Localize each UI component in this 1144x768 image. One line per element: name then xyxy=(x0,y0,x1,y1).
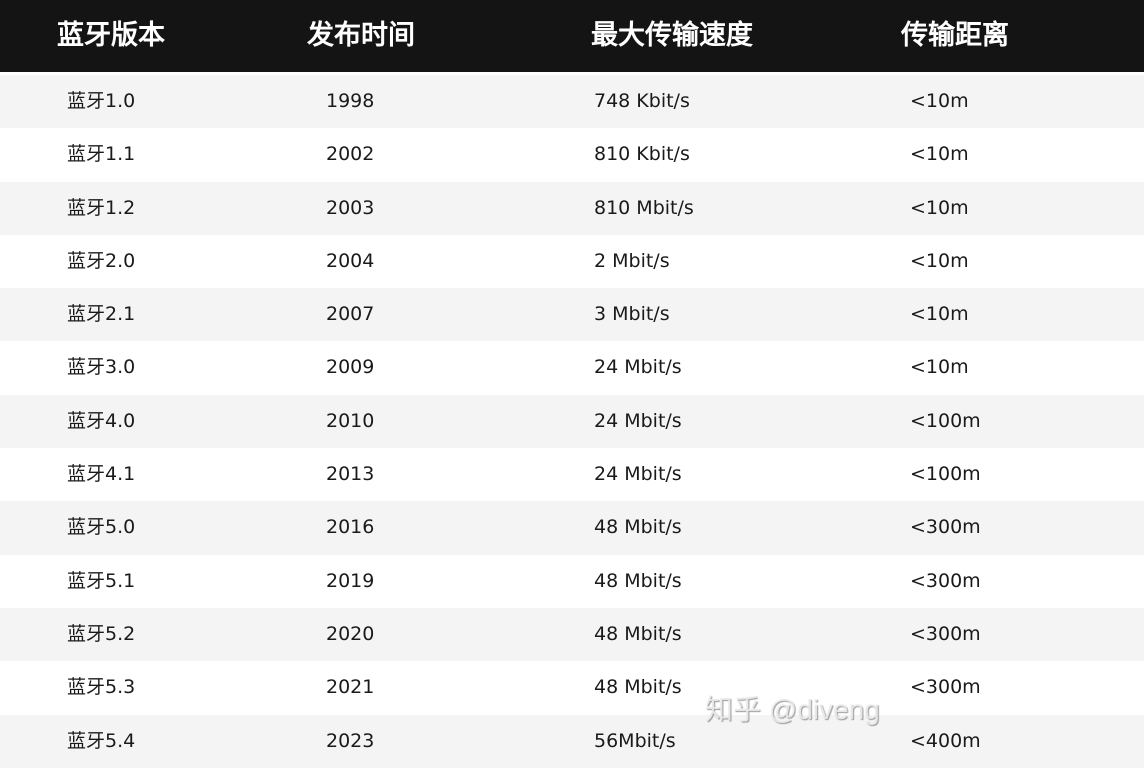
distance-cell: <100m xyxy=(910,463,981,486)
distance-cell: <10m xyxy=(910,196,969,219)
distance-cell: <100m xyxy=(910,409,981,432)
distance-cell: <10m xyxy=(910,303,969,326)
distance-cell: <300m xyxy=(910,622,981,645)
watermark: 知乎 @diveng xyxy=(705,694,880,725)
max-speed-cell: 24 Mbit/s xyxy=(594,463,682,486)
table-body: 蓝牙1.0 1998 748 Kbit/s <10m 蓝牙1.1 2002 810 Kbit… xyxy=(0,75,1144,768)
distance-cell: <400m xyxy=(910,729,981,752)
table-row: 蓝牙5.0 2016 48 Mbit/s <300m xyxy=(0,501,1144,555)
max-speed-cell: 810 Mbit/s xyxy=(594,196,694,219)
table-row: 蓝牙4.0 2010 24 Mbit/s <100m xyxy=(0,394,1144,449)
max-speed-cell: 48 Mbit/s xyxy=(594,622,682,645)
distance-cell: <300m xyxy=(910,676,981,699)
max-speed-cell: 748 Kbit/s xyxy=(594,90,690,112)
version-cell: 蓝牙5.2 xyxy=(67,622,136,645)
release-date-cell: 2013 xyxy=(326,463,375,486)
max-speed-cell: 48 Mbit/s xyxy=(594,516,682,539)
max-speed-cell: 24 Mbit/s xyxy=(594,409,682,432)
table-row: 蓝牙1.0 1998 748 Kbit/s <10m xyxy=(0,75,1144,129)
version-cell: 蓝牙4.0 xyxy=(67,409,136,432)
max-speed-cell: 2 Mbit/s xyxy=(594,249,670,272)
distance-cell: <10m xyxy=(910,90,969,112)
version-cell: 蓝牙3.0 xyxy=(67,356,136,379)
header-release-date: 发布时间 xyxy=(307,20,415,51)
version-cell: 蓝牙1.2 xyxy=(67,196,136,219)
table-row: 蓝牙1.2 2003 810 Mbit/s <10m xyxy=(0,181,1144,235)
distance-cell: <10m xyxy=(910,249,969,272)
table-header: 蓝牙版本 发布时间 最大传输速度 传输距离 xyxy=(0,0,1144,72)
release-date-cell: 2010 xyxy=(326,409,375,432)
release-date-cell: 1998 xyxy=(326,90,375,112)
release-date-cell: 2021 xyxy=(326,676,375,699)
table-row: 蓝牙5.2 2020 48 Mbit/s <300m xyxy=(0,607,1144,662)
max-speed-cell: 24 Mbit/s xyxy=(594,356,682,379)
table-row: 蓝牙1.1 2002 810 Kbit/s <10m xyxy=(0,128,1144,182)
release-date-cell: 2016 xyxy=(326,516,375,539)
version-cell: 蓝牙5.1 xyxy=(67,569,136,592)
table-row: 蓝牙5.4 2023 56Mbit/s <400m xyxy=(0,714,1144,768)
max-speed-cell: 810 Kbit/s xyxy=(594,143,690,166)
table-row: 蓝牙5.1 2019 48 Mbit/s <300m xyxy=(0,554,1144,608)
table-row: 蓝牙5.3 2021 48 Mbit/s <300m xyxy=(0,661,1144,715)
release-date-cell: 2003 xyxy=(326,196,375,219)
version-cell: 蓝牙2.0 xyxy=(67,249,136,272)
distance-cell: <10m xyxy=(910,356,969,379)
version-cell: 蓝牙5.3 xyxy=(67,676,136,699)
table-row: 蓝牙4.1 2013 24 Mbit/s <100m xyxy=(0,448,1144,502)
release-date-cell: 2020 xyxy=(326,622,375,645)
release-date-cell: 2019 xyxy=(326,569,375,592)
distance-cell: <300m xyxy=(910,516,981,539)
release-date-cell: 2004 xyxy=(326,249,375,272)
table-row: 蓝牙2.0 2004 2 Mbit/s <10m xyxy=(0,234,1144,289)
version-cell: 蓝牙4.1 xyxy=(67,463,136,486)
max-speed-cell: 56Mbit/s xyxy=(594,729,676,752)
distance-cell: <300m xyxy=(910,569,981,592)
version-cell: 蓝牙5.4 xyxy=(67,729,136,752)
release-date-cell: 2007 xyxy=(326,303,375,326)
release-date-cell: 2009 xyxy=(326,356,375,379)
distance-cell: <10m xyxy=(910,143,969,166)
header-version: 蓝牙版本 xyxy=(57,20,165,51)
header-max-speed: 最大传输速度 xyxy=(591,20,753,51)
table-row: 蓝牙2.1 2007 3 Mbit/s <10m xyxy=(0,288,1144,342)
max-speed-cell: 3 Mbit/s xyxy=(594,303,670,326)
release-date-cell: 2023 xyxy=(326,729,375,752)
max-speed-cell: 48 Mbit/s xyxy=(594,569,682,592)
header-distance: 传输距离 xyxy=(901,20,1009,51)
version-cell: 蓝牙5.0 xyxy=(67,516,136,539)
max-speed-cell: 48 Mbit/s xyxy=(594,676,682,699)
version-cell: 蓝牙1.0 xyxy=(67,90,136,112)
version-cell: 蓝牙1.1 xyxy=(67,143,136,166)
release-date-cell: 2002 xyxy=(326,143,375,166)
table-row: 蓝牙3.0 2009 24 Mbit/s <10m xyxy=(0,341,1144,395)
version-cell: 蓝牙2.1 xyxy=(67,303,136,326)
